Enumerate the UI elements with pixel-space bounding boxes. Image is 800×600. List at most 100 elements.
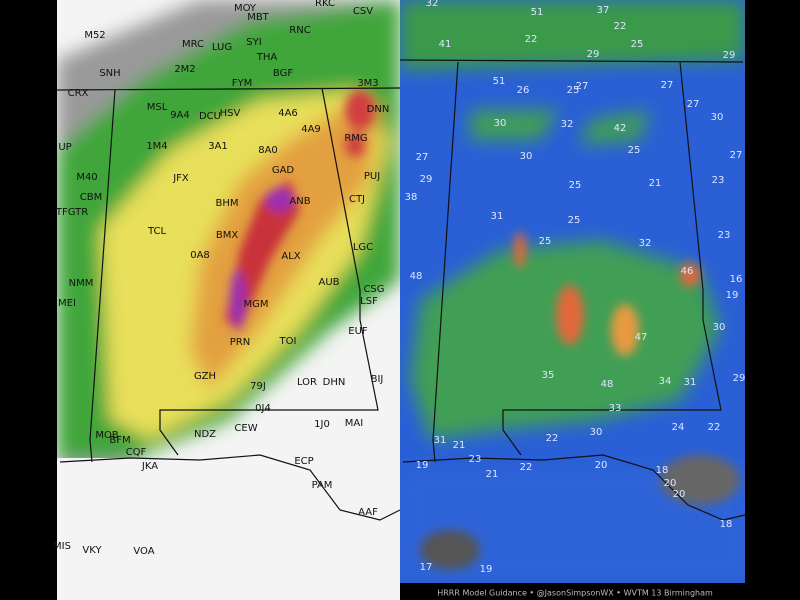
gust-value: 21 — [649, 178, 662, 189]
station-label: AAF — [358, 507, 378, 518]
gust-value: 30 — [711, 112, 724, 123]
station-label: 3M3 — [357, 78, 378, 89]
gust-value: 21 — [453, 440, 466, 451]
station-label: MOY — [234, 3, 257, 14]
gust-value: 22 — [546, 433, 559, 444]
gust-value: 34 — [659, 376, 672, 387]
station-label: JFX — [172, 173, 189, 184]
gust-value: 38 — [405, 192, 418, 203]
state-borders — [56, 59, 746, 521]
footer-credit: HRRR Model Guidance • @JasonSimpsonWX • … — [437, 589, 713, 598]
gust-value: 19 — [726, 290, 739, 301]
station-label: 1M4 — [146, 141, 167, 152]
station-label: 0A8 — [190, 250, 210, 261]
gust-value: 31 — [434, 435, 447, 446]
station-label: BFM — [109, 435, 130, 446]
gust-value: 20 — [664, 478, 677, 489]
station-label: RKC — [315, 0, 335, 9]
station-label: SNH — [99, 68, 120, 79]
station-label: MEI — [58, 298, 76, 309]
gust-value: 46 — [681, 266, 694, 277]
station-label: PAM — [312, 480, 333, 491]
gust-value: 23 — [712, 175, 725, 186]
station-label: CRX — [68, 88, 89, 99]
station-label: 0J4 — [255, 403, 271, 414]
station-label: MSL — [147, 102, 168, 113]
station-label: BHM — [215, 198, 238, 209]
station-label: BMX — [216, 230, 238, 241]
station-label: ALX — [281, 251, 300, 262]
station-label: UP — [58, 142, 71, 153]
station-label: VOA — [133, 546, 154, 557]
gust-value: 32 — [561, 119, 574, 130]
gust-value: 16 — [730, 274, 743, 285]
gust-value: 29 — [723, 50, 736, 61]
gust-value: 48 — [410, 271, 423, 282]
station-label: ANB — [289, 196, 310, 207]
station-label: BGF — [273, 68, 293, 79]
station-label: SYI — [246, 37, 261, 48]
station-label: RMG — [344, 133, 367, 144]
station-label: VKY — [82, 545, 102, 556]
gust-value: 27 — [416, 152, 429, 163]
gust-value: 23 — [469, 454, 482, 465]
station-label: THA — [256, 52, 278, 63]
gust-value: 31 — [491, 211, 504, 222]
station-label: ECP — [294, 456, 313, 467]
gust-value: 25 — [568, 215, 581, 226]
gust-value: 42 — [614, 123, 627, 134]
station-label: TOI — [279, 336, 297, 347]
gust-value: 27 — [687, 99, 700, 110]
gust-value: 47 — [635, 332, 648, 343]
gust-value: 25 — [539, 236, 552, 247]
gust-value: 22 — [614, 21, 627, 32]
station-label: FYM — [232, 78, 253, 89]
station-label: TCL — [147, 226, 167, 237]
station-label: CEW — [234, 423, 257, 434]
station-label: M40 — [76, 172, 97, 183]
left-panel — [57, 0, 400, 600]
gust-value: 32 — [426, 0, 439, 9]
gust-value: 25 — [569, 180, 582, 191]
station-label: 79J — [250, 381, 266, 392]
station-label: NMM — [69, 278, 94, 289]
gust-value: 22 — [708, 422, 721, 433]
station-label: LGC — [353, 242, 373, 253]
gust-value: 30 — [520, 151, 533, 162]
station-label: PRN — [230, 337, 250, 348]
station-label: MRC — [182, 39, 204, 50]
station-label: CTJ — [349, 194, 365, 205]
station-label: MBT — [247, 12, 269, 23]
gust-value: 30 — [713, 322, 726, 333]
station-label: MIS — [53, 541, 71, 552]
gust-value: 21 — [486, 469, 499, 480]
gust-value: 48 — [601, 379, 614, 390]
station-label: RNC — [289, 25, 310, 36]
station-label: DNN — [367, 104, 390, 115]
station-label: NDZ — [194, 429, 216, 440]
station-label: EUF — [348, 326, 368, 337]
gust-value: 25 — [631, 39, 644, 50]
gust-value: 33 — [609, 403, 622, 414]
station-label: 1J0 — [314, 419, 330, 430]
gust-value: 51 — [493, 76, 506, 87]
gust-value: 27 — [730, 150, 743, 161]
gust-value: 25 — [567, 85, 580, 96]
gust-value: 19 — [416, 460, 429, 471]
gust-value: 29 — [733, 373, 746, 384]
gust-value: 17 — [420, 562, 433, 573]
gust-value: 31 — [684, 377, 697, 388]
right-panel — [400, 0, 745, 583]
station-label: 8A0 — [258, 145, 278, 156]
gust-value: 37 — [597, 5, 610, 16]
station-label: GZH — [194, 371, 216, 382]
gust-value: 18 — [656, 465, 669, 476]
gust-value: 30 — [494, 118, 507, 129]
station-label: 4A6 — [278, 108, 298, 119]
station-label: CQF — [126, 447, 147, 458]
station-label: DCU — [199, 111, 221, 122]
station-label: CSV — [353, 6, 373, 17]
station-label: LOR — [297, 377, 317, 388]
station-label: HSV — [220, 108, 241, 119]
gust-value: 51 — [531, 7, 544, 18]
